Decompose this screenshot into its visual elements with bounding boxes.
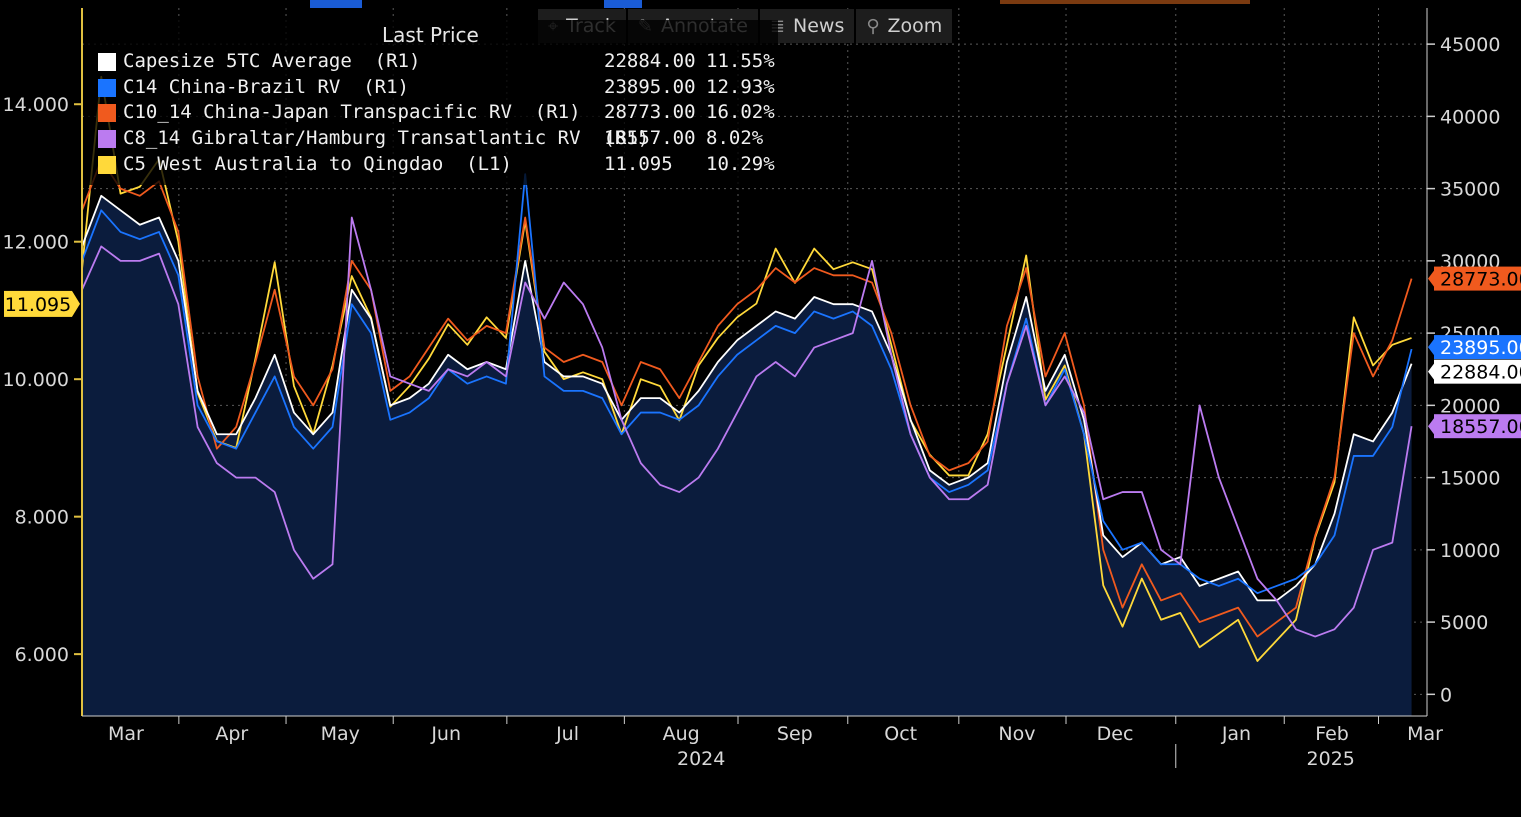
left-tick-label: 6.000: [15, 644, 69, 666]
legend-swatch: [98, 79, 116, 97]
series-line: [81, 173, 1413, 595]
series-line: [81, 216, 1413, 638]
right-tick-label: 40000: [1440, 106, 1500, 128]
x-axis: Mar Apr May Jun Jul Aug Sep Oct Nov Dec Jan Feb Mar 2…: [108, 716, 1443, 770]
series-line: [81, 158, 1413, 638]
legend-series-name: C5 West Australia to Qingdao (L1): [123, 153, 512, 175]
month-label: Jun: [430, 723, 461, 745]
legend-item[interactable]: C14 China-Brazil RV (R1) 23895.00 12.93%: [96, 76, 776, 101]
left-tick-label: 14.000: [3, 94, 69, 116]
legend-swatch: [98, 130, 116, 148]
legend-item[interactable]: Capesize 5TC Average (R1) 22884.00 11.55…: [96, 50, 776, 75]
area-fill-path: [82, 195, 1412, 716]
legend-series-name: C8_14 Gibraltar/Hamburg Transatlantic RV…: [123, 127, 650, 149]
right-tick-label: 10000: [1440, 540, 1500, 562]
tab-indicator-blue-2: [604, 0, 642, 8]
magnifier-icon: ⚲: [866, 15, 880, 37]
badge-last-left: 11.095: [5, 294, 71, 316]
legend-series-change: 10.29%: [706, 153, 775, 175]
legend-item[interactable]: C5 West Australia to Qingdao (L1) 11.095…: [96, 153, 776, 178]
right-tick-label: 0: [1440, 684, 1452, 706]
badge-c8-pointer: [1428, 418, 1434, 435]
badge-c8: 18557.00: [1440, 416, 1521, 438]
legend-series-change: 8.02%: [706, 127, 764, 149]
legend-title: Last Price: [382, 23, 479, 47]
right-tick-label: 15000: [1440, 468, 1500, 490]
month-label: Nov: [998, 723, 1035, 745]
badge-last-left-pointer: [72, 290, 80, 317]
legend-series-value: 22884.00: [604, 50, 696, 72]
chart-legend: Last Price Capesize 5TC Average (R1) 228…: [88, 20, 778, 185]
tab-indicator-blue: [310, 0, 362, 8]
badge-avg: 22884.00: [1440, 362, 1521, 384]
legend-series-name: C10_14 China-Japan Transpacific RV (R1): [123, 101, 581, 123]
month-label: Oct: [884, 723, 917, 745]
right-tick-label: 45000: [1440, 34, 1500, 56]
legend-item[interactable]: C10_14 China-Japan Transpacific RV (R1) …: [96, 101, 776, 126]
right-axis: 0500010000150002000025000300003500040000…: [1427, 34, 1500, 706]
badge-last-left-bg: [4, 290, 72, 317]
legend-item[interactable]: C8_14 Gibraltar/Hamburg Transatlantic RV…: [96, 127, 776, 152]
month-label: Jan: [1221, 723, 1251, 745]
badge-c8-bg: [1434, 414, 1521, 439]
legend-series-change: 11.55%: [706, 50, 775, 72]
badge-c10: 28773.00: [1440, 269, 1521, 291]
month-label: May: [321, 723, 360, 745]
legend-series-value: 23895.00: [604, 76, 696, 98]
month-label: Mar: [1407, 723, 1443, 745]
month-label: Dec: [1097, 723, 1134, 745]
badge-avg-pointer: [1428, 363, 1434, 380]
badge-c10-pointer: [1428, 270, 1434, 287]
axes: [81, 8, 1428, 717]
legend-swatch: [98, 156, 116, 174]
badge-avg-bg: [1434, 359, 1521, 384]
legend-series-value: 28773.00: [604, 101, 696, 123]
legend-swatch: [98, 53, 116, 71]
area-fill: [82, 195, 1412, 716]
tab-indicator-orange: [1000, 0, 1250, 4]
legend-series-name: C14 China-Brazil RV (R1): [123, 76, 409, 98]
legend-swatch: [98, 104, 116, 122]
series-line: [81, 75, 1412, 662]
month-label: Apr: [215, 723, 248, 745]
month-label: Sep: [777, 723, 813, 745]
right-tick-label: 5000: [1440, 612, 1488, 634]
month-label: Jul: [555, 723, 579, 745]
zoom-button[interactable]: ⚲ Zoom: [856, 9, 952, 43]
series-lines: [81, 75, 1413, 662]
legend-series-name: Capesize 5TC Average (R1): [123, 50, 421, 72]
badge-c10-bg: [1434, 266, 1521, 291]
month-label: Mar: [108, 723, 144, 745]
zoom-label: Zoom: [887, 15, 943, 37]
legend-series-value: 11.095: [604, 153, 673, 175]
value-badges: 11.095 28773.00 23895.00 22884.00 18557.00: [4, 266, 1521, 439]
legend-series-change: 12.93%: [706, 76, 775, 98]
left-axis: 6.000 8.000 10.000 12.000 14.000: [3, 94, 82, 666]
right-tick-label: 20000: [1440, 395, 1500, 417]
left-tick-label: 8.000: [15, 507, 69, 529]
month-label: Aug: [663, 723, 700, 745]
month-label: Feb: [1315, 723, 1349, 745]
news-label: News: [793, 15, 845, 37]
left-tick-label: 10.000: [3, 369, 69, 391]
left-tick-label: 12.000: [3, 232, 69, 254]
badge-c14-pointer: [1428, 339, 1434, 356]
legend-series-value: 18557.00: [604, 127, 696, 149]
badge-c14-bg: [1434, 335, 1521, 360]
badge-c14: 23895.00: [1440, 337, 1521, 359]
right-tick-label: 35000: [1440, 179, 1500, 201]
year-label: 2025: [1307, 748, 1355, 770]
year-label: 2024: [677, 748, 725, 770]
legend-series-change: 16.02%: [706, 101, 775, 123]
